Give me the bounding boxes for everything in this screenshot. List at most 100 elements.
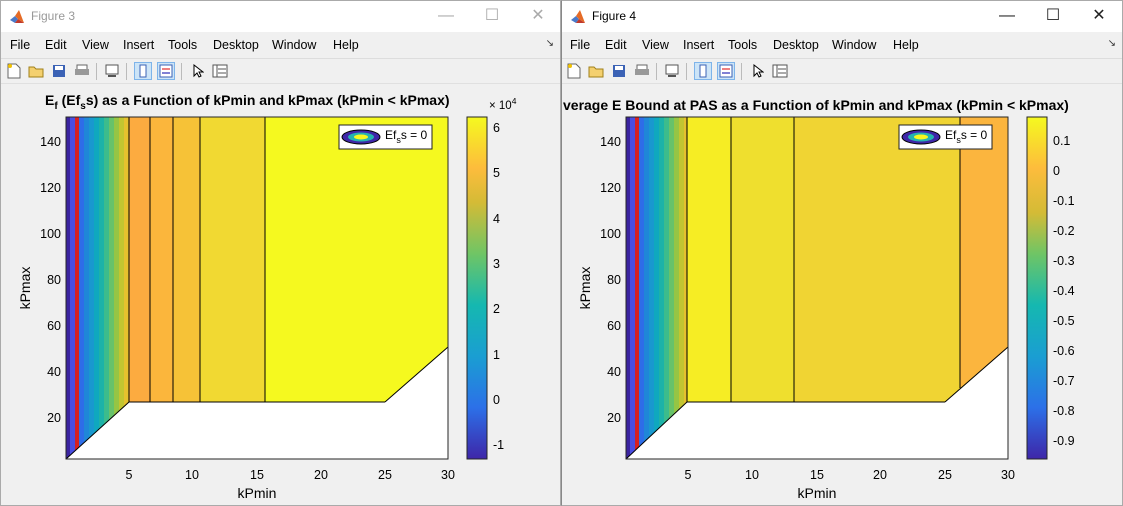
print-icon[interactable] xyxy=(633,62,651,80)
svg-text:-0.7: -0.7 xyxy=(1053,374,1075,388)
svg-text:120: 120 xyxy=(40,181,61,195)
menu-window[interactable]: Window xyxy=(832,38,877,52)
pointer-icon[interactable] xyxy=(189,62,207,80)
link-plot-icon[interactable] xyxy=(663,62,681,80)
menu-window[interactable]: Window xyxy=(272,38,317,52)
x-axis-label: kPmin xyxy=(798,485,837,501)
svg-text:-0.1: -0.1 xyxy=(1053,194,1075,208)
svg-text:10: 10 xyxy=(745,468,759,482)
menu-insert[interactable]: Insert xyxy=(683,38,715,52)
y-tick-labels: 20 40 60 80 100 120 140 xyxy=(40,135,61,425)
new-figure-icon[interactable] xyxy=(565,62,583,80)
figure-3-chart: Ef (Efss) as a Function of kPmin and kPm… xyxy=(17,92,517,501)
colorbar-exponent: × 104 xyxy=(489,96,517,112)
colorbar-toggle-icon[interactable] xyxy=(694,62,712,80)
toolbar xyxy=(562,58,1122,84)
menu-help[interactable]: Help xyxy=(333,38,359,52)
toolbar xyxy=(1,58,560,84)
menu-tools[interactable]: Tools xyxy=(168,38,198,52)
svg-text:2: 2 xyxy=(493,302,500,316)
svg-text:20: 20 xyxy=(314,468,328,482)
maximize-button[interactable]: ☐ xyxy=(484,7,500,24)
legend-toggle-icon[interactable] xyxy=(717,62,735,80)
open-file-icon[interactable] xyxy=(587,62,605,80)
menu-help[interactable]: Help xyxy=(893,38,919,52)
figure-3-window: Figure 3 — ☐ ✕ File Edit View Insert Too… xyxy=(0,0,561,506)
menu-insert[interactable]: Insert xyxy=(123,38,155,52)
save-icon[interactable] xyxy=(50,62,68,80)
window-title: Figure 3 xyxy=(31,9,76,23)
y-axis-label: kPmax xyxy=(17,267,33,310)
figure-4-chart: verage E Bound at PAS as a Function of k… xyxy=(563,97,1075,501)
close-button[interactable]: ✕ xyxy=(1092,7,1106,24)
pointer-icon[interactable] xyxy=(749,62,767,80)
svg-text:0: 0 xyxy=(1053,164,1060,178)
dock-arrow-icon[interactable]: ↘ xyxy=(1107,38,1116,49)
menu-desktop[interactable]: Desktop xyxy=(773,38,819,52)
dock-arrow-icon[interactable]: ↘ xyxy=(545,38,554,49)
svg-text:60: 60 xyxy=(47,319,61,333)
svg-text:-0.5: -0.5 xyxy=(1053,314,1075,328)
menu-view[interactable]: View xyxy=(642,38,669,52)
y-axis-label: kPmax xyxy=(577,267,593,310)
svg-text:60: 60 xyxy=(607,319,621,333)
figure-4-axes-area: verage E Bound at PAS as a Function of k… xyxy=(562,85,1122,505)
svg-text:1: 1 xyxy=(493,348,500,362)
menu-file[interactable]: File xyxy=(570,38,591,52)
menu-desktop[interactable]: Desktop xyxy=(213,38,259,52)
svg-text:25: 25 xyxy=(938,468,952,482)
colorbar[interactable] xyxy=(1026,116,1048,460)
svg-text:Efss = 0: Efss = 0 xyxy=(385,128,428,145)
save-icon[interactable] xyxy=(610,62,628,80)
link-plot-icon[interactable] xyxy=(103,62,121,80)
plot-title: Ef (Efss) as a Function of kPmin and kPm… xyxy=(45,92,450,112)
property-inspector-icon[interactable] xyxy=(211,62,229,80)
svg-text:-0.4: -0.4 xyxy=(1053,284,1075,298)
svg-text:30: 30 xyxy=(441,468,455,482)
x-axis-label: kPmin xyxy=(238,485,277,501)
new-figure-icon[interactable] xyxy=(5,62,23,80)
colorbar[interactable] xyxy=(466,116,488,460)
minimize-button[interactable]: — xyxy=(438,7,454,24)
svg-text:15: 15 xyxy=(810,468,824,482)
menu-tools[interactable]: Tools xyxy=(728,38,758,52)
svg-text:20: 20 xyxy=(47,411,61,425)
svg-text:-0.2: -0.2 xyxy=(1053,224,1075,238)
svg-text:-1: -1 xyxy=(493,438,504,452)
svg-text:120: 120 xyxy=(600,181,621,195)
close-button[interactable]: ✕ xyxy=(531,7,545,24)
svg-text:-0.3: -0.3 xyxy=(1053,254,1075,268)
print-icon[interactable] xyxy=(73,62,91,80)
svg-text:100: 100 xyxy=(40,227,61,241)
title-bar[interactable]: Figure 3 — ☐ ✕ xyxy=(1,1,560,32)
svg-text:140: 140 xyxy=(40,135,61,149)
menu-edit[interactable]: Edit xyxy=(45,38,67,52)
plot-title: verage E Bound at PAS as a Function of k… xyxy=(563,97,1069,113)
svg-text:5: 5 xyxy=(126,468,133,482)
minimize-button[interactable]: — xyxy=(999,7,1015,24)
open-file-icon[interactable] xyxy=(27,62,45,80)
legend[interactable]: Efss = 0 xyxy=(898,124,993,150)
property-inspector-icon[interactable] xyxy=(771,62,789,80)
svg-text:10: 10 xyxy=(185,468,199,482)
menu-edit[interactable]: Edit xyxy=(605,38,627,52)
svg-text:-0.9: -0.9 xyxy=(1053,434,1075,448)
legend-toggle-icon[interactable] xyxy=(157,62,175,80)
window-title: Figure 4 xyxy=(592,9,637,23)
menu-view[interactable]: View xyxy=(82,38,109,52)
legend[interactable]: Efss = 0 xyxy=(338,124,433,150)
svg-text:25: 25 xyxy=(378,468,392,482)
title-bar[interactable]: Figure 4 — ☐ ✕ xyxy=(562,1,1122,32)
colorbar-toggle-icon[interactable] xyxy=(134,62,152,80)
svg-text:0.1: 0.1 xyxy=(1053,134,1070,148)
menu-file[interactable]: File xyxy=(10,38,31,52)
maximize-button[interactable]: ☐ xyxy=(1045,7,1061,24)
svg-text:-0.6: -0.6 xyxy=(1053,344,1075,358)
svg-text:3: 3 xyxy=(493,257,500,271)
svg-text:4: 4 xyxy=(493,212,500,226)
svg-text:-0.8: -0.8 xyxy=(1053,404,1075,418)
figure-4-window: Figure 4 — ☐ ✕ File Edit View Insert Too… xyxy=(561,0,1123,506)
svg-text:5: 5 xyxy=(493,166,500,180)
svg-text:5: 5 xyxy=(685,468,692,482)
menu-bar: File Edit View Insert Tools Desktop Wind… xyxy=(562,32,1122,57)
